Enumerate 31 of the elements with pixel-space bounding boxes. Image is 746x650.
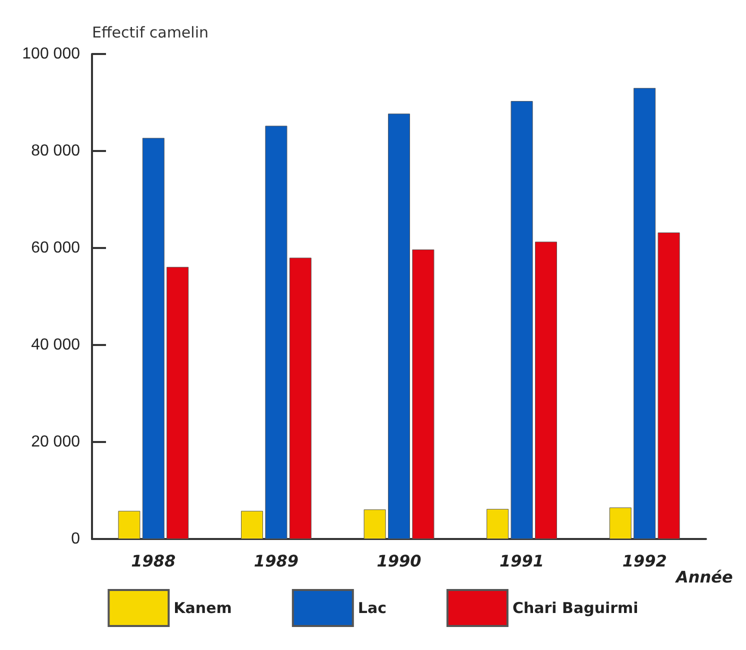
bar (388, 114, 410, 539)
bar (658, 232, 680, 539)
y-tick-label: 20 000 (31, 434, 80, 450)
bar (510, 101, 533, 539)
bar (265, 126, 288, 539)
bar (364, 509, 386, 539)
bar (609, 507, 632, 539)
bar (634, 88, 656, 539)
bar (118, 510, 140, 539)
y-tick-label: 60 000 (31, 240, 80, 256)
y-axis-title: Effectif camelin (92, 24, 209, 42)
legend-label: Lac (358, 599, 386, 617)
legend-label: Chari Baguirmi (512, 599, 638, 617)
y-tick-label: 40 000 (31, 336, 80, 354)
bar (166, 266, 189, 539)
x-tick-label: 1991 (500, 552, 544, 570)
bar (535, 242, 557, 539)
bar (486, 508, 509, 539)
x-tick-label: 1990 (376, 552, 422, 570)
bar (412, 249, 434, 539)
x-tick-label: 1992 (622, 552, 667, 570)
bar (289, 258, 312, 539)
bar (241, 510, 263, 539)
x-tick-label: 1988 (131, 552, 176, 570)
y-tick-label: 80 000 (31, 142, 80, 160)
y-tick-label: 0 (71, 530, 80, 548)
x-axis-title: Année (674, 568, 734, 586)
y-tick-label: 100 000 (22, 46, 80, 62)
x-tick-label: 1989 (254, 552, 298, 570)
bar (142, 138, 164, 539)
legend-label: Kanem (174, 599, 232, 617)
